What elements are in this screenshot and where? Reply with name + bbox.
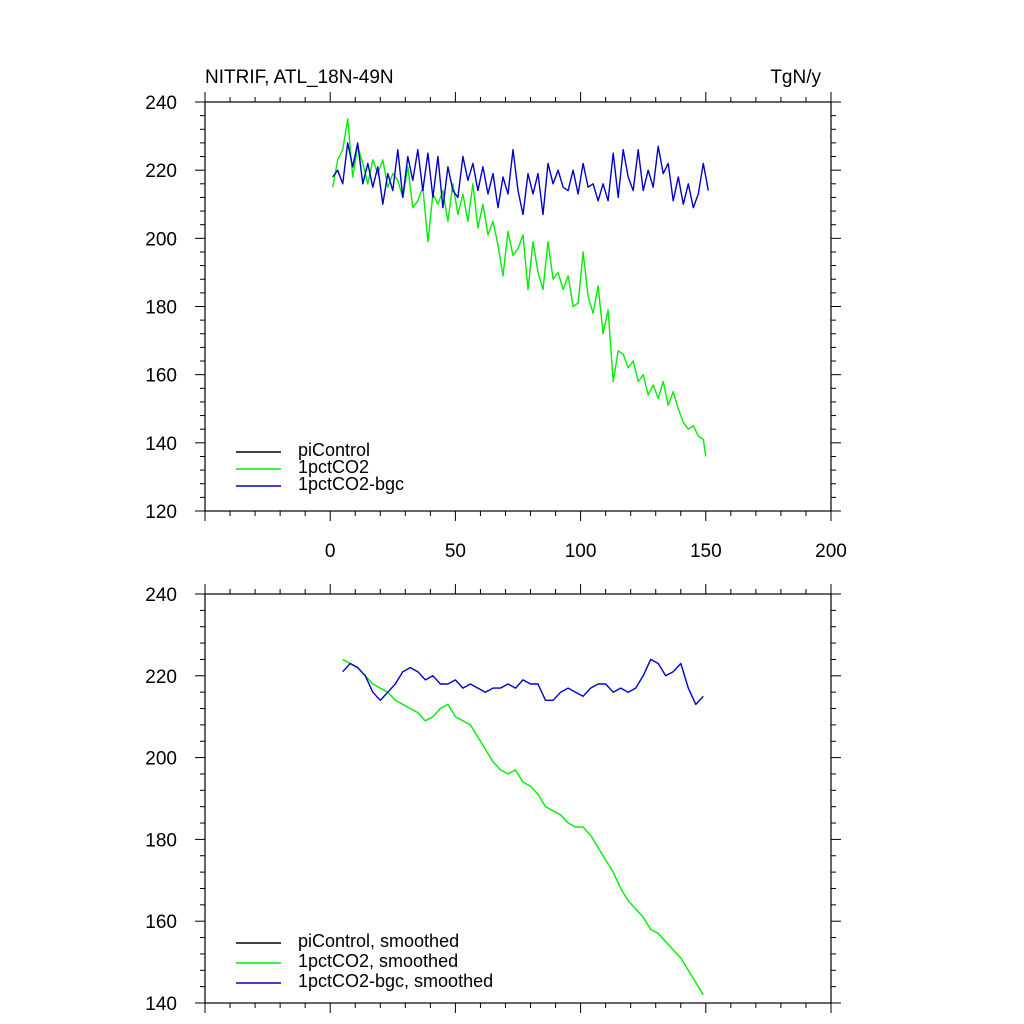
series-line-2	[342, 658, 704, 706]
legend-label: piControl, smoothed	[298, 931, 459, 951]
y-tick-label: 160	[145, 912, 177, 933]
x-tick-label: 200	[815, 541, 847, 562]
y-tick-label: 180	[145, 298, 177, 319]
y-tick-label: 200	[145, 749, 177, 770]
y-tick-label: 160	[145, 366, 177, 387]
legend-label: piControl	[298, 440, 370, 460]
chart-title: NITRIF, ATL_18N-49N	[205, 67, 394, 88]
legend-label: 1pctCO2-bgc, smoothed	[298, 971, 493, 991]
x-tick-label: 50	[445, 541, 466, 562]
y-tick-label: 180	[145, 830, 177, 851]
y-tick-label: 120	[145, 502, 177, 523]
units-label: TgN/y	[770, 67, 821, 88]
legend-label: 1pctCO2, smoothed	[298, 951, 458, 971]
legend-label: 1pctCO2-bgc	[298, 474, 404, 494]
x-tick-label: 0	[325, 541, 336, 562]
series-line-1	[332, 118, 707, 457]
y-tick-label: 220	[145, 667, 177, 688]
legend-label: 1pctCO2	[298, 457, 369, 477]
y-tick-label: 240	[145, 93, 177, 114]
panel-raw: 120 140 160 180 200 220 240 0 50 100 150 200 NITRIF,…	[145, 67, 847, 562]
plot-frame	[204, 593, 832, 1004]
x-tick-label: 100	[565, 541, 597, 562]
y-tick-label: 140	[145, 994, 177, 1015]
y-tick-label: 240	[145, 585, 177, 606]
y-tick-label: 200	[145, 229, 177, 250]
y-tick-label: 140	[145, 434, 177, 455]
series-line-1	[342, 658, 704, 996]
y-tick-label: 220	[145, 161, 177, 182]
series-line-2	[332, 142, 709, 216]
x-tick-label: 150	[690, 541, 722, 562]
